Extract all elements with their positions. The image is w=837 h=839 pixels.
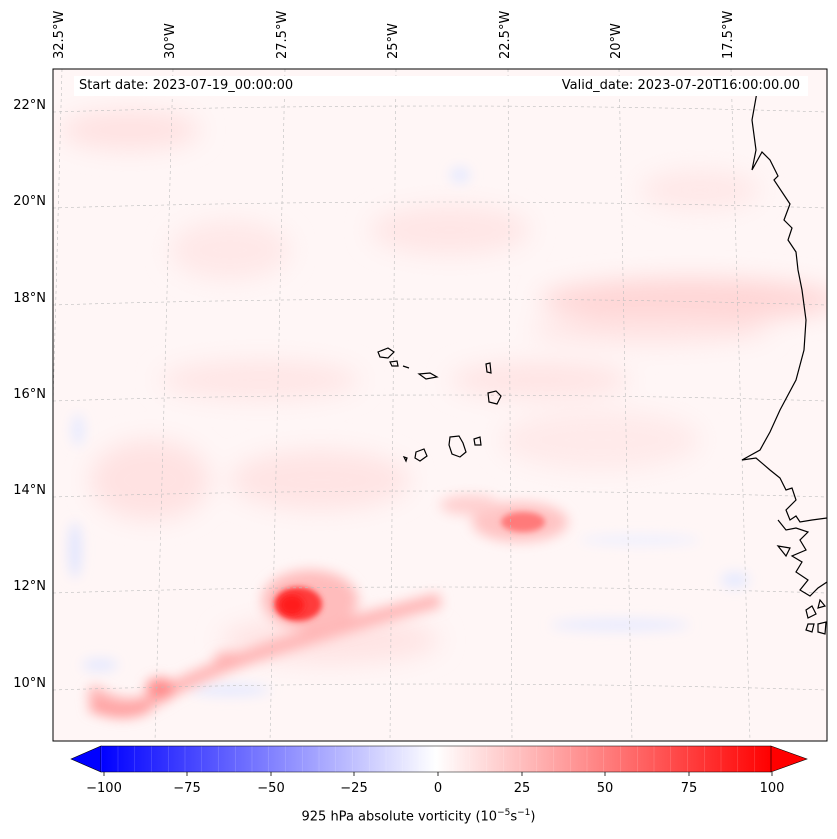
cb-tick-50: 50	[596, 781, 614, 796]
cb-tick-0: 0	[433, 781, 443, 796]
cb-tick-neg75: −75	[173, 781, 201, 796]
valid-date-label: Valid_date: 2023-07-20T16:00:00.00	[561, 78, 800, 93]
cb-tick-neg100: −100	[86, 781, 122, 796]
date-banner: Start date: 2023-07-19_00:00:00 Valid_da…	[74, 76, 808, 96]
colorbar-ticks	[103, 772, 773, 776]
cb-tick-neg50: −50	[257, 781, 285, 796]
start-date-label: Start date: 2023-07-19_00:00:00	[79, 78, 294, 93]
colorbar-title-exp1: −5	[497, 808, 511, 818]
colorbar-title-mid: s	[510, 809, 518, 825]
colorbar-title-exp2: −1	[517, 808, 531, 818]
lat-label-18n: 18°N	[13, 291, 46, 306]
colorbar	[70, 745, 808, 776]
lat-label-14n: 14°N	[13, 483, 46, 498]
colorbar-title-end: )	[530, 809, 536, 825]
lat-label-12n: 12°N	[13, 579, 46, 594]
cb-tick-neg25: −25	[340, 781, 368, 796]
lat-label-16n: 16°N	[13, 387, 46, 402]
cape-verde-islands	[377, 347, 502, 463]
vorticity-field	[60, 110, 827, 664]
lat-label-10n: 10°N	[13, 676, 46, 691]
cb-tick-25: 25	[513, 781, 531, 796]
colorbar-extend-min	[70, 745, 102, 773]
cb-tick-100: 100	[759, 781, 785, 796]
cb-tick-75: 75	[680, 781, 698, 796]
colorbar-title-text: 925 hPa absolute vorticity (10	[301, 809, 498, 825]
colorbar-extend-max	[770, 745, 808, 773]
lat-label-20n: 20°N	[13, 194, 46, 209]
lat-label-22n: 22°N	[13, 98, 46, 113]
africa-coastline	[741, 91, 827, 523]
map-background	[53, 69, 827, 741]
colorbar-title: 925 hPa absolute vorticity (10−5s−1)	[0, 808, 837, 824]
graticule	[53, 69, 827, 741]
